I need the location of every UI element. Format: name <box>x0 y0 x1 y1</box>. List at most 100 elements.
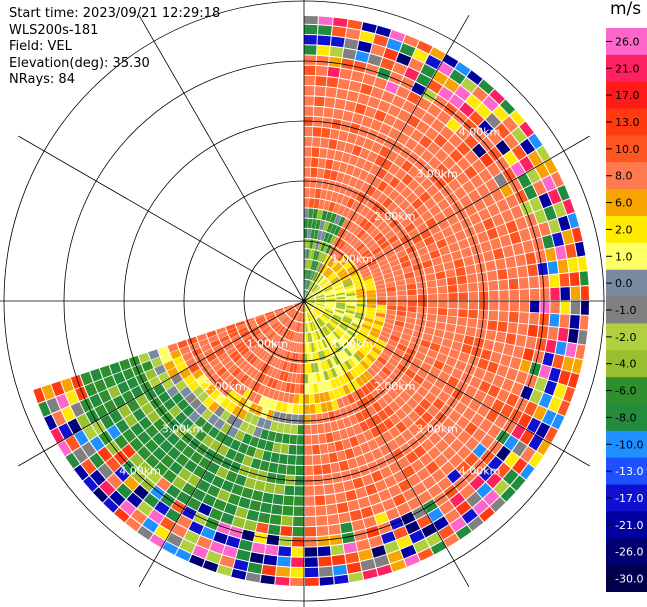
radar-gate <box>332 236 340 247</box>
radar-gate <box>348 154 359 166</box>
radar-gate <box>332 280 341 287</box>
radar-gate <box>284 305 293 310</box>
radar-gate <box>344 360 353 370</box>
radar-gate <box>389 400 401 413</box>
radar-gate <box>313 272 319 282</box>
radar-gate <box>532 350 545 364</box>
radar-gate <box>322 412 330 423</box>
radar-gate <box>387 550 403 564</box>
radar-gate <box>400 260 412 269</box>
radar-gate <box>533 405 547 421</box>
radar-gate <box>270 368 278 378</box>
radar-gate <box>320 137 330 148</box>
radar-gate <box>368 535 383 548</box>
radar-gate <box>413 445 427 458</box>
radar-gate <box>480 449 495 465</box>
radar-gate <box>315 303 325 307</box>
radar-gate <box>416 40 433 54</box>
radar-gate <box>275 576 290 586</box>
radar-gate <box>245 445 257 457</box>
radar-gate <box>262 326 271 334</box>
radar-gate <box>355 455 367 467</box>
start-time: Start time: 2023/09/21 12:29:18 <box>9 6 221 21</box>
radar-gate <box>304 506 316 516</box>
radar-gate <box>377 370 388 381</box>
colorbar-label: -1.0 <box>615 304 636 317</box>
radar-gate <box>359 147 371 160</box>
radar-gate <box>305 297 315 301</box>
radar-gate <box>435 425 449 439</box>
radar-gate <box>346 292 356 297</box>
radar-gate <box>291 547 304 557</box>
radar-gate <box>395 181 407 194</box>
radar-gate <box>317 275 324 284</box>
radar-gate <box>537 262 549 276</box>
radar-gate <box>170 349 182 360</box>
radar-gate <box>304 516 316 527</box>
radar-gate <box>305 299 315 301</box>
elevation: Elevation(deg): 35.30 <box>9 55 150 71</box>
radar-gate <box>468 291 479 301</box>
radar-gate <box>465 436 479 452</box>
radar-gate <box>400 374 412 385</box>
radar-gate <box>299 302 304 312</box>
radar-gate <box>342 174 352 185</box>
radar-gate <box>310 321 316 331</box>
radar-gate <box>253 371 263 382</box>
radar-gate <box>365 286 376 291</box>
radar-gate <box>323 311 332 317</box>
radar-gate <box>313 106 324 117</box>
radar-gate <box>262 375 271 386</box>
radar-gate <box>350 188 360 200</box>
radar-gate <box>515 397 529 412</box>
radar-gate <box>349 223 359 234</box>
radar-gate <box>305 323 308 333</box>
radar-gate <box>160 516 176 532</box>
radar-gate <box>427 307 438 315</box>
radar-gate <box>399 390 411 403</box>
radar-gate <box>337 268 346 276</box>
radar-gate <box>477 403 491 418</box>
radar-gate <box>395 168 407 181</box>
radar-gate <box>408 250 419 260</box>
radar-gate <box>325 323 334 332</box>
radar-gate <box>470 413 485 427</box>
radar-gate <box>330 247 338 257</box>
radar-gate <box>288 393 295 404</box>
radar-gate <box>432 231 445 242</box>
radar-gate <box>373 217 384 228</box>
radar-gate <box>310 229 315 239</box>
radar-gate <box>362 320 373 327</box>
radar-gate <box>402 266 413 274</box>
radar-gate <box>472 443 487 458</box>
radar-gate <box>330 345 338 355</box>
radar-gate <box>304 290 307 300</box>
radar-gate <box>472 499 489 515</box>
radar-gate <box>131 509 148 525</box>
radar-gate <box>528 434 544 451</box>
radar-gate <box>198 338 210 347</box>
colorbar-swatch <box>606 323 647 351</box>
radar-gate <box>367 438 379 451</box>
radar-gate <box>421 523 437 538</box>
radar-gate <box>396 211 408 223</box>
radar-gate <box>366 307 376 312</box>
radar-gate <box>148 349 160 360</box>
radar-gate <box>113 450 129 466</box>
radar-gate <box>320 402 328 413</box>
radar-gate <box>245 572 261 583</box>
colorbar-label: -4.0 <box>615 358 636 371</box>
radar-gate <box>404 554 420 567</box>
radar-gate <box>322 282 331 289</box>
radar-gate <box>215 431 227 443</box>
radar-gate <box>382 197 393 209</box>
radar-gate <box>305 312 309 322</box>
radar-gate <box>269 514 282 525</box>
radar-gate <box>326 233 334 244</box>
radar-gate <box>129 437 144 452</box>
radar-gate <box>319 220 325 231</box>
radar-gate <box>480 240 492 253</box>
radar-gate <box>311 219 317 229</box>
radar-gate <box>366 367 377 378</box>
radar-gate <box>376 167 388 180</box>
